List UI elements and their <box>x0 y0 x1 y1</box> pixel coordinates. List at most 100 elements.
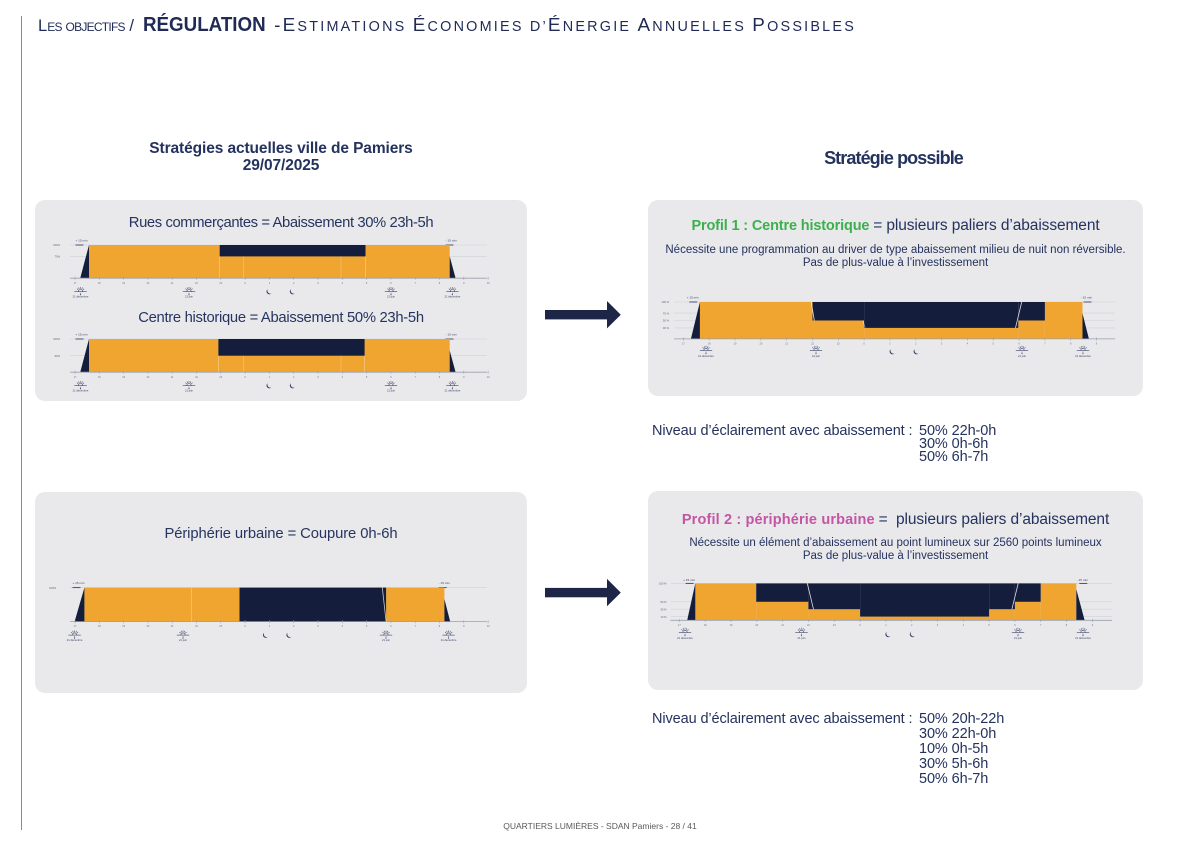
svg-text:0: 0 <box>244 376 246 379</box>
svg-text:4: 4 <box>342 376 344 379</box>
svg-text:- 15 min: - 15 min <box>446 333 457 337</box>
svg-text:21: 21 <box>781 624 784 627</box>
svg-text:20: 20 <box>147 376 150 379</box>
svg-text:18: 18 <box>98 282 101 285</box>
svg-text:9: 9 <box>463 625 465 628</box>
svg-text:19: 19 <box>122 282 125 285</box>
svg-text:23: 23 <box>219 282 222 285</box>
svg-text:22: 22 <box>195 625 198 628</box>
svg-text:23: 23 <box>833 624 836 627</box>
svg-text:5: 5 <box>366 282 368 285</box>
svg-text:1: 1 <box>885 624 887 627</box>
svg-text:10: 10 <box>487 282 490 285</box>
svg-text:21 juin: 21 juin <box>1014 636 1022 640</box>
svg-text:21 décembre: 21 décembre <box>441 638 457 642</box>
svg-text:- 15 min: - 15 min <box>446 239 457 243</box>
svg-text:23: 23 <box>837 343 840 346</box>
svg-text:9: 9 <box>463 376 465 379</box>
svg-text:22: 22 <box>195 376 198 379</box>
svg-text:19: 19 <box>734 343 737 346</box>
svg-text:21: 21 <box>785 343 788 346</box>
svg-text:6: 6 <box>390 376 392 379</box>
svg-text:+ 15 min: + 15 min <box>683 578 695 582</box>
svg-text:21 décembre: 21 décembre <box>1075 636 1091 640</box>
svg-text:50%: 50% <box>55 354 61 358</box>
svg-text:21 décembre: 21 décembre <box>445 295 461 299</box>
svg-text:- 15 min: - 15 min <box>1081 295 1092 299</box>
svg-text:23: 23 <box>219 376 222 379</box>
svg-text:- 15 min: - 15 min <box>1077 578 1088 582</box>
svg-text:6: 6 <box>390 282 392 285</box>
svg-text:3: 3 <box>941 343 943 346</box>
svg-text:2: 2 <box>911 624 913 627</box>
svg-text:9: 9 <box>1092 624 1094 627</box>
svg-text:6: 6 <box>390 625 392 628</box>
svg-text:0: 0 <box>863 343 865 346</box>
svg-text:9: 9 <box>463 282 465 285</box>
svg-text:100%: 100% <box>49 586 56 590</box>
svg-text:17: 17 <box>678 624 681 627</box>
svg-text:7: 7 <box>1040 624 1042 627</box>
svg-text:+ 15 min: + 15 min <box>76 333 88 337</box>
svg-text:1: 1 <box>269 376 271 379</box>
svg-text:2: 2 <box>293 625 295 628</box>
svg-text:21: 21 <box>171 282 174 285</box>
svg-text:50 %: 50 % <box>660 600 667 604</box>
svg-text:1: 1 <box>269 625 271 628</box>
svg-text:8: 8 <box>1066 624 1068 627</box>
svg-text:50 %: 50 % <box>663 319 670 323</box>
svg-text:8: 8 <box>439 625 441 628</box>
svg-text:70 %: 70 % <box>663 311 670 315</box>
svg-text:7: 7 <box>415 376 417 379</box>
svg-text:10 %: 10 % <box>660 615 667 619</box>
svg-text:21 décembre: 21 décembre <box>67 638 83 642</box>
svg-text:5: 5 <box>366 376 368 379</box>
svg-text:21 décembre: 21 décembre <box>698 354 714 358</box>
svg-text:4: 4 <box>967 343 969 346</box>
svg-text:- 15 min: - 15 min <box>439 581 450 585</box>
svg-text:23: 23 <box>219 625 222 628</box>
svg-text:4: 4 <box>342 282 344 285</box>
svg-text:2: 2 <box>293 376 295 379</box>
svg-text:5: 5 <box>366 625 368 628</box>
svg-text:100%: 100% <box>53 243 60 247</box>
svg-text:2: 2 <box>293 282 295 285</box>
svg-text:21 juin: 21 juin <box>179 638 187 642</box>
svg-text:18: 18 <box>98 376 101 379</box>
svg-text:20: 20 <box>147 625 150 628</box>
svg-text:0: 0 <box>244 282 246 285</box>
svg-text:+ 15 min: + 15 min <box>687 295 699 299</box>
svg-text:21 juin: 21 juin <box>382 638 390 642</box>
svg-text:8: 8 <box>439 376 441 379</box>
svg-text:22: 22 <box>811 343 814 346</box>
svg-text:2: 2 <box>915 343 917 346</box>
svg-text:+ 15 min: + 15 min <box>73 581 85 585</box>
svg-text:17: 17 <box>74 282 77 285</box>
svg-text:21: 21 <box>171 376 174 379</box>
svg-text:21 décembre: 21 décembre <box>445 389 461 393</box>
svg-text:5: 5 <box>988 624 990 627</box>
svg-text:21 juin: 21 juin <box>185 389 193 393</box>
svg-text:7: 7 <box>415 282 417 285</box>
svg-text:18: 18 <box>704 624 707 627</box>
svg-text:1: 1 <box>889 343 891 346</box>
svg-text:30 %: 30 % <box>663 326 670 330</box>
svg-text:5: 5 <box>993 343 995 346</box>
svg-text:9: 9 <box>1096 343 1098 346</box>
svg-text:6: 6 <box>1014 624 1016 627</box>
svg-text:0: 0 <box>859 624 861 627</box>
svg-text:20: 20 <box>147 282 150 285</box>
svg-text:4: 4 <box>342 625 344 628</box>
svg-text:21 décembre: 21 décembre <box>73 389 89 393</box>
svg-text:17: 17 <box>74 376 77 379</box>
svg-text:19: 19 <box>122 376 125 379</box>
svg-text:70%: 70% <box>55 255 61 259</box>
svg-text:21 juin: 21 juin <box>798 636 806 640</box>
svg-text:10: 10 <box>487 376 490 379</box>
svg-text:7: 7 <box>415 625 417 628</box>
svg-text:3: 3 <box>317 282 319 285</box>
svg-text:6: 6 <box>1018 343 1020 346</box>
svg-text:21 juin: 21 juin <box>387 295 395 299</box>
svg-text:3: 3 <box>317 376 319 379</box>
svg-text:20: 20 <box>755 624 758 627</box>
